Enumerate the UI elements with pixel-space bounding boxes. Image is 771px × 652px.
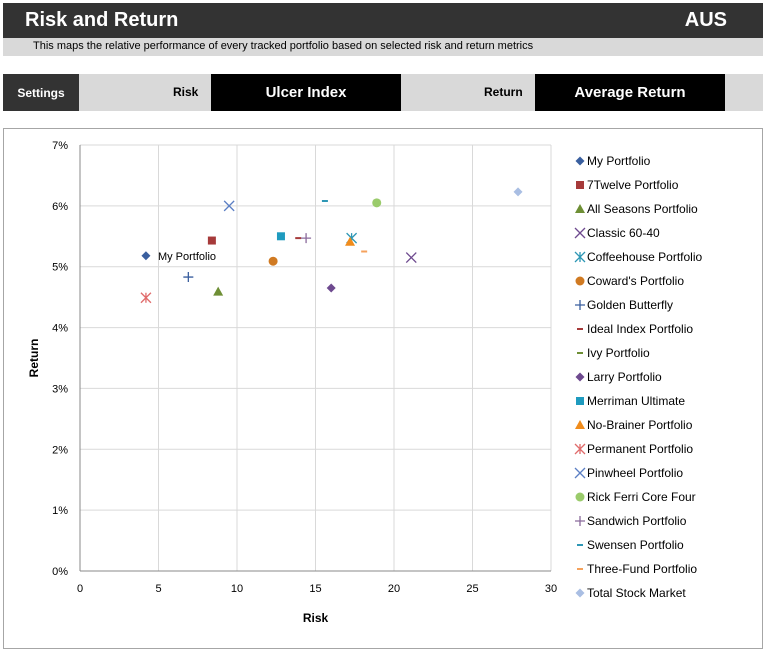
- settings-bar: Settings Risk Ulcer Index Return Average…: [3, 74, 763, 111]
- chart-grid: [79, 144, 552, 572]
- legend-label-coffeehouse-portfolio: Coffeehouse Portfolio: [587, 250, 703, 264]
- y-tick-label: 6%: [52, 201, 68, 213]
- return-label: Return: [484, 85, 523, 99]
- point-7twelve-portfolio: [207, 236, 216, 245]
- chart-legend: My Portfolio 7Twelve Portfolio All Seasons…: [574, 154, 703, 600]
- title-bar: Risk and Return AUS: [3, 3, 763, 38]
- y-tick-label: 0%: [52, 566, 68, 578]
- point-all-seasons-portfolio: [213, 286, 224, 296]
- legend-label-pinwheel-portfolio: Pinwheel Portfolio: [587, 466, 683, 480]
- legend-label-7twelve-portfolio: 7Twelve Portfolio: [587, 178, 679, 192]
- point-golden-butterfly: [183, 272, 194, 283]
- risk-label: Risk: [173, 85, 199, 99]
- legend-label-total-stock-market: Total Stock Market: [587, 586, 686, 600]
- legend-label-all-seasons-portfolio: All Seasons Portfolio: [587, 202, 698, 216]
- chart-axes: 0 5 10 15 20 25 30 0% 1% 2% 3% 4% 5% 6% 7%: [52, 140, 557, 595]
- legend-marker-pinwheel-portfolio: [574, 467, 586, 479]
- legend-marker-sandwich-portfolio: [575, 516, 585, 526]
- legend-marker-larry-portfolio: [575, 372, 585, 382]
- risk-metric-select[interactable]: Ulcer Index: [211, 74, 401, 111]
- x-tick-label: 5: [155, 583, 161, 595]
- legend-label-ideal-index-portfolio: Ideal Index Portfolio: [587, 322, 693, 336]
- legend-label-swensen-portfolio: Swensen Portfolio: [587, 538, 684, 552]
- legend-marker-7twelve-portfolio: [576, 181, 584, 189]
- point-pinwheel-portfolio: [223, 200, 235, 212]
- point-larry-portfolio: [326, 283, 336, 293]
- page-title: Risk and Return: [25, 9, 179, 31]
- legend-marker-coward-s-portfolio: [575, 276, 585, 286]
- y-tick-label: 3%: [52, 383, 68, 395]
- legend-label-golden-butterfly: Golden Butterfly: [587, 298, 673, 312]
- legend-label-rick-ferri-core-four: Rick Ferri Core Four: [587, 490, 696, 504]
- legend-label-coward-s-portfolio: Coward's Portfolio: [587, 274, 684, 288]
- legend-marker-permanent-portfolio: [574, 443, 586, 455]
- x-tick-label: 20: [388, 583, 400, 595]
- legend-marker-rick-ferri-core-four: [575, 492, 585, 502]
- point-my-portfolio: [141, 251, 151, 261]
- y-tick-label: 4%: [52, 323, 68, 335]
- subtitle-bar: This maps the relative performance of ev…: [3, 38, 763, 56]
- legend-label-my-portfolio: My Portfolio: [587, 154, 651, 168]
- y-tick-label: 1%: [52, 505, 68, 517]
- y-tick-label: 5%: [52, 262, 68, 274]
- legend-marker-total-stock-market: [575, 588, 585, 598]
- legend-label-permanent-portfolio: Permanent Portfolio: [587, 442, 693, 456]
- legend-marker-no-brainer-portfolio: [575, 420, 585, 429]
- point-classic-60-40: [405, 252, 417, 264]
- legend-label-merriman-ultimate: Merriman Ultimate: [587, 394, 685, 408]
- return-metric-select[interactable]: Average Return: [535, 74, 725, 111]
- x-tick-label: 10: [231, 583, 243, 595]
- legend-label-sandwich-portfolio: Sandwich Portfolio: [587, 514, 687, 528]
- legend-marker-my-portfolio: [575, 156, 585, 166]
- legend-marker-classic-60-40: [574, 227, 586, 239]
- y-tick-label: 2%: [52, 444, 68, 456]
- x-axis-label: Risk: [303, 611, 329, 625]
- legend-marker-golden-butterfly: [575, 300, 585, 310]
- y-tick-label: 7%: [52, 140, 68, 152]
- point-permanent-portfolio: [140, 292, 152, 304]
- point-no-brainer-portfolio: [345, 236, 356, 246]
- x-tick-label: 30: [545, 583, 557, 595]
- chart-points: [140, 187, 523, 304]
- page-subtitle: This maps the relative performance of ev…: [33, 40, 534, 52]
- point-merriman-ultimate: [276, 232, 285, 241]
- legend-label-classic-60-40: Classic 60-40: [587, 226, 660, 240]
- legend-marker-all-seasons-portfolio: [575, 204, 585, 213]
- y-axis-label: Return: [27, 339, 41, 378]
- settings-button[interactable]: Settings: [3, 74, 79, 111]
- point-rick-ferri-core-four: [372, 198, 382, 208]
- country-label: AUS: [684, 9, 727, 31]
- annotation-label: My Portfolio: [158, 251, 216, 263]
- legend-marker-coffeehouse-portfolio: [574, 251, 586, 263]
- point-coward-s-portfolio: [268, 256, 278, 266]
- x-tick-label: 25: [466, 583, 478, 595]
- x-tick-label: 15: [309, 583, 321, 595]
- legend-label-ivy-portfolio: Ivy Portfolio: [587, 346, 650, 360]
- legend-label-no-brainer-portfolio: No-Brainer Portfolio: [587, 418, 693, 432]
- x-tick-label: 0: [77, 583, 83, 595]
- legend-marker-merriman-ultimate: [576, 397, 584, 405]
- point-sandwich-portfolio: [301, 233, 312, 244]
- point-total-stock-market: [513, 187, 523, 197]
- legend-label-larry-portfolio: Larry Portfolio: [587, 370, 662, 384]
- legend-label-three-fund-portfolio: Three-Fund Portfolio: [587, 562, 697, 576]
